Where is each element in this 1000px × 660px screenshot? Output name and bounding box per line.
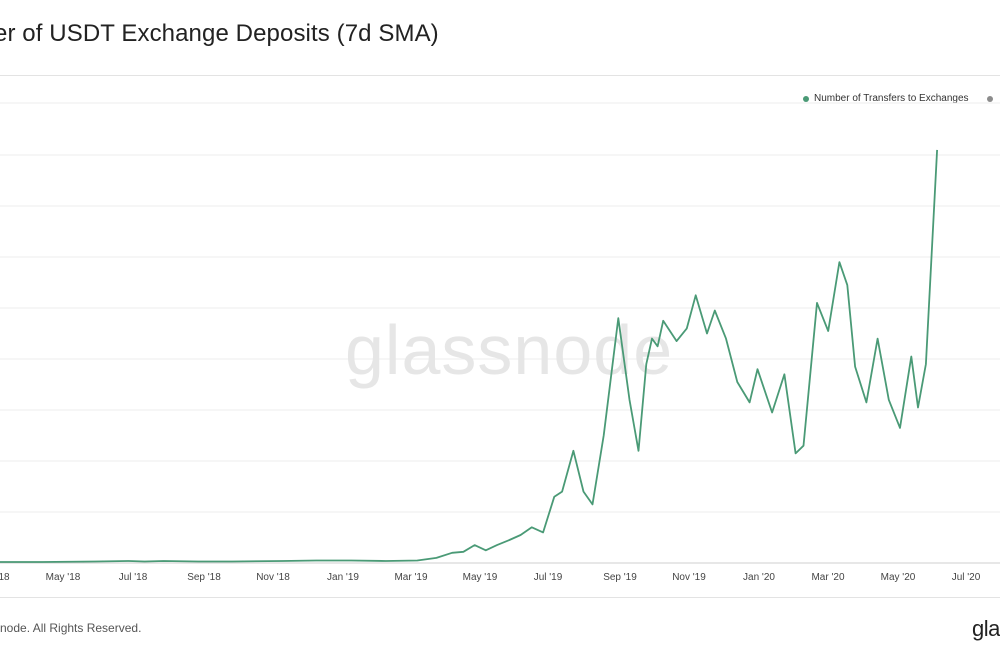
x-tick-label: Jul '20	[952, 572, 981, 583]
x-tick-label: Jan '19	[327, 572, 359, 583]
x-tick-label: May '20	[881, 572, 916, 583]
legend-label-transfers: Number of Transfers to Exchanges	[814, 93, 969, 104]
footer-divider	[0, 597, 1000, 598]
gridlines	[0, 102, 1000, 564]
x-tick-label: Mar '19	[394, 572, 427, 583]
series-line-transfers[interactable]	[0, 149, 938, 563]
legend-dot-transfers	[803, 95, 809, 102]
chart-title: er of USDT Exchange Deposits (7d SMA)	[0, 20, 439, 47]
x-axis: 18 May '18 Jul '18 Sep '18 Nov '18 Jan '19 Mar…	[0, 572, 981, 583]
x-tick-label: May '19	[463, 572, 498, 583]
watermark-text: glassnode	[345, 311, 673, 389]
x-tick-label: Jan '20	[743, 572, 775, 583]
x-tick-label: Jul '18	[119, 572, 148, 583]
line-chart: glassnode 18 May '18 Jul '18 Sep '18 Nov '18…	[0, 102, 1000, 583]
brand-logo[interactable]: gla	[972, 616, 1000, 641]
x-tick-label: Mar '20	[811, 572, 844, 583]
legend-dot-secondary	[986, 95, 993, 102]
x-tick-label: Nov '19	[672, 572, 706, 583]
x-tick-label: Nov '18	[256, 572, 290, 583]
x-tick-label: May '18	[46, 572, 81, 583]
chart-legend: Number of Transfers to Exchanges	[803, 93, 1000, 104]
x-tick-label: 18	[0, 572, 10, 583]
series-layer	[0, 149, 938, 563]
legend-item-secondary[interactable]	[986, 95, 993, 102]
x-tick-label: Sep '19	[603, 572, 637, 583]
x-tick-label: Jul '19	[534, 572, 563, 583]
copyright-text: snode. All Rights Reserved.	[0, 621, 142, 635]
legend-item-transfers[interactable]: Number of Transfers to Exchanges	[803, 93, 969, 104]
header-divider	[0, 75, 1000, 76]
x-tick-label: Sep '18	[187, 572, 221, 583]
